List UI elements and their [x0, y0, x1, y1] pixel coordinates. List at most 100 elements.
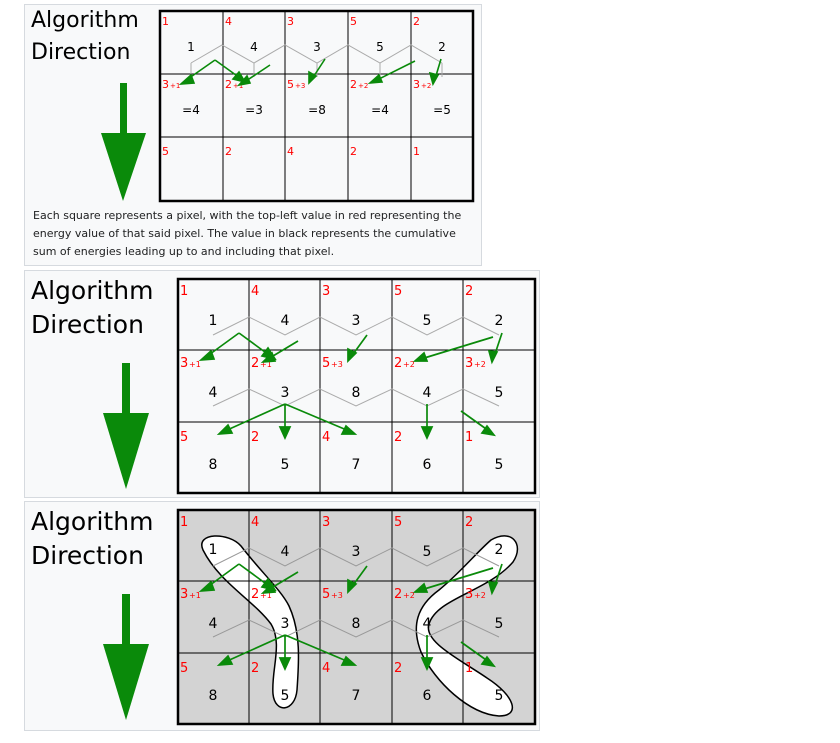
energy-offset: +2	[474, 591, 486, 600]
diagram-panel-3: Algorithm Direction 1 4 3 5 2 1 4 3 5 2 …	[24, 501, 540, 731]
energy-cell: 3	[322, 515, 330, 530]
sum-cell: 8	[209, 688, 218, 704]
row-0: 1 4 3 5 2 1 4 3 5 2	[180, 284, 503, 329]
energy-cell: 1	[180, 284, 188, 299]
sum-cell: 3	[352, 313, 361, 329]
panel-3-svg: Algorithm Direction 1 4 3 5 2 1 4 3 5 2 …	[31, 507, 537, 726]
energy-offset: +1	[233, 82, 243, 90]
row-2: 5 2 4 2 1 8 5 7 6 5	[180, 661, 503, 704]
energy-cell: 2	[394, 430, 402, 445]
direction-label-line2: Direction	[31, 310, 144, 339]
energy-cell: 3	[322, 284, 330, 299]
energy-cell: 2	[225, 145, 232, 158]
energy-cell: 5	[350, 15, 357, 28]
direction-label-line1: Algorithm	[31, 8, 139, 33]
energy-cell: 1	[162, 15, 169, 28]
direction-label-line1: Algorithm	[31, 507, 153, 536]
sum-cell: =3	[245, 103, 263, 117]
energy-offset: +3	[295, 82, 305, 90]
energy-offset: +1	[189, 360, 201, 369]
gray-paths	[212, 316, 500, 407]
direction-arrow-icon	[103, 594, 149, 720]
caption: Each square represents a pixel, with the…	[33, 209, 462, 258]
row-2: 5 2 4 2 1 8 5 7 6 5	[180, 430, 503, 473]
sum-cell: 6	[423, 688, 432, 704]
sum-cell: 7	[352, 457, 361, 473]
energy-cell: 2	[413, 15, 420, 28]
sum-cell: =4	[182, 103, 200, 117]
energy-cell: 3	[180, 587, 188, 602]
energy-cell: 3	[465, 587, 473, 602]
seam-path-left	[201, 535, 300, 709]
energy-offset: +3	[331, 591, 343, 600]
sum-cell: 8	[352, 616, 361, 632]
pixel-grid	[158, 9, 475, 203]
energy-cell: 5	[322, 587, 330, 602]
energy-cell: 5	[180, 430, 188, 445]
row-1: 3 +1 2 +1 5 +3 2 +2 3 +2 4 3 8 4 5	[180, 587, 503, 632]
energy-cell: 3	[180, 356, 188, 371]
energy-cell: 4	[287, 145, 294, 158]
direction-arrow-icon	[103, 363, 149, 489]
energy-offset: +1	[170, 82, 180, 90]
green-arrows	[178, 58, 442, 87]
sum-cell: =8	[308, 103, 326, 117]
energy-offset: +2	[403, 591, 415, 600]
sum-cell: 4	[423, 616, 432, 632]
sum-cell: 8	[209, 457, 218, 473]
sum-cell: 4	[281, 544, 290, 560]
energy-cell: 5	[162, 145, 169, 158]
energy-cell: 5	[394, 284, 402, 299]
energy-cell: 2	[465, 284, 473, 299]
energy-cell: 5	[394, 515, 402, 530]
energy-cell: 3	[162, 78, 169, 91]
energy-cell: 2	[465, 515, 473, 530]
energy-cell: 5	[180, 661, 188, 676]
row-2: 5 2 4 2 1	[162, 145, 420, 158]
energy-cell: 3	[465, 356, 473, 371]
green-arrows	[198, 563, 503, 672]
energy-cell: 1	[465, 661, 473, 676]
panel-2-svg: Algorithm Direction 1 4 3 5 2 1 4 3 5 2 …	[31, 276, 537, 495]
sum-cell: 1	[209, 542, 218, 558]
row-1: 3 +1 2 +1 5 +3 2 +2 3 +2 =4 =3 =8 =4 =5	[162, 78, 451, 117]
energy-offset: +1	[260, 360, 272, 369]
sum-cell: 2	[495, 313, 504, 329]
energy-offset: +1	[189, 591, 201, 600]
energy-cell: 1	[465, 430, 473, 445]
sum-cell: 4	[423, 385, 432, 401]
energy-offset: +2	[474, 360, 486, 369]
energy-cell: 3	[287, 15, 294, 28]
energy-cell: 1	[180, 515, 188, 530]
energy-cell: 2	[394, 661, 402, 676]
seam-path-right	[415, 535, 519, 717]
sum-cell: 5	[495, 385, 504, 401]
energy-cell: 2	[251, 661, 259, 676]
sum-cell: 7	[352, 688, 361, 704]
energy-cell: 2	[251, 356, 259, 371]
sum-cell: 3	[281, 385, 290, 401]
sum-cell: =5	[433, 103, 451, 117]
energy-cell: 5	[287, 78, 294, 91]
energy-cell: 2	[251, 587, 259, 602]
sum-cell: =4	[371, 103, 389, 117]
energy-cell: 4	[251, 515, 259, 530]
energy-cell: 3	[413, 78, 420, 91]
row-0: 1 4 3 5 2 1 4 3 5 2	[162, 15, 446, 54]
row-1: 3 +1 2 +1 5 +3 2 +2 3 +2 4 3 8 4 5	[180, 356, 503, 401]
panel-1-svg: Algorithm Direction 1 4 3 5 2 1 4 3 5 2 …	[31, 8, 475, 203]
sum-cell: 4	[209, 616, 218, 632]
diagram-panel-2: Algorithm Direction 1 4 3 5 2 1 4 3 5 2 …	[24, 270, 540, 498]
sum-cell: 2	[495, 542, 504, 558]
sum-cell: 4	[281, 313, 290, 329]
energy-offset: +3	[331, 360, 343, 369]
sum-cell: 3	[352, 544, 361, 560]
sum-cell: 5	[495, 457, 504, 473]
sum-cell: 8	[352, 385, 361, 401]
energy-cell: 1	[413, 145, 420, 158]
direction-label-line2: Direction	[31, 40, 130, 65]
energy-cell: 4	[322, 430, 330, 445]
sum-cell: 2	[438, 40, 446, 54]
pixel-grid	[176, 277, 537, 495]
gray-paths	[212, 547, 500, 638]
